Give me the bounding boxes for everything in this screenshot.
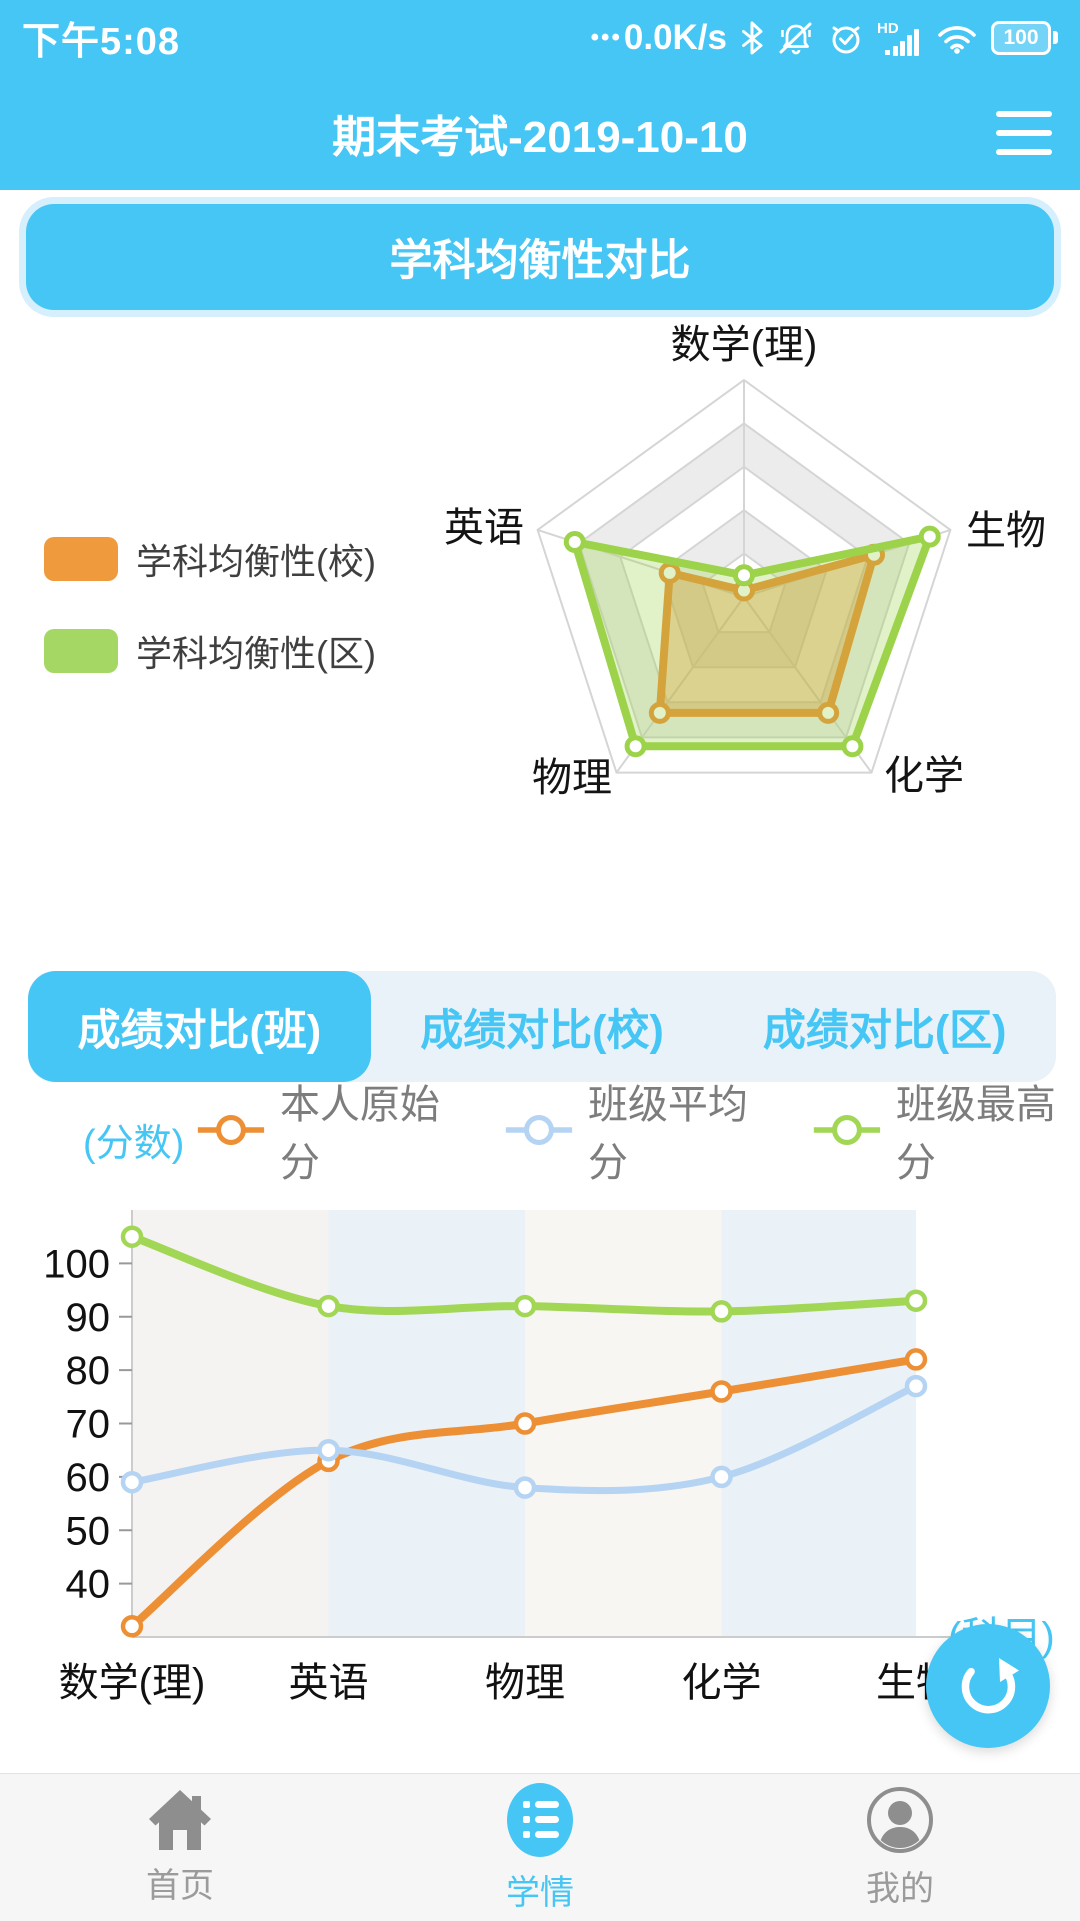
svg-text:90: 90 — [66, 1296, 111, 1340]
svg-text:化学: 化学 — [884, 754, 964, 798]
battery-level: 100 — [1003, 25, 1039, 49]
score-compare-tabs: 成绩对比(班) 成绩对比(校) 成绩对比(区) — [28, 971, 1056, 1082]
list-icon — [507, 1783, 573, 1857]
tab-class[interactable]: 成绩对比(班) — [28, 971, 371, 1082]
line-marker-icon — [505, 1115, 573, 1145]
svg-text:英语: 英语 — [289, 1661, 369, 1705]
hamburger-menu-icon[interactable] — [996, 111, 1052, 155]
legend-item-class-average[interactable]: 班级平均分 — [504, 1072, 772, 1188]
legend-item-class-highest[interactable]: 班级最高分 — [812, 1072, 1080, 1188]
radar-legend-label: 学科均衡性(区) — [136, 633, 376, 674]
svg-text:40: 40 — [66, 1563, 111, 1607]
bluetooth-icon — [740, 21, 764, 55]
svg-text:70: 70 — [66, 1403, 111, 1447]
battery-icon: 100 — [991, 20, 1058, 55]
bell-muted-icon — [777, 21, 815, 55]
svg-text:化学: 化学 — [682, 1661, 762, 1705]
svg-text:英语: 英语 — [444, 506, 524, 550]
status-bar: 下午5:08 ••• 0.0K/s — [0, 0, 1080, 75]
nav-item-profile[interactable]: 我的 — [720, 1774, 1080, 1921]
title-bar: 期末考试-2019-10-10 — [0, 75, 1080, 190]
svg-text:生物: 生物 — [966, 509, 1046, 553]
svg-text:物理: 物理 — [485, 1661, 565, 1705]
nav-item-study[interactable]: 学情 — [360, 1774, 720, 1921]
svg-text:60: 60 — [66, 1456, 111, 1500]
wifi-icon — [936, 22, 978, 54]
legend-item-my-score[interactable]: 本人原始分 — [196, 1072, 464, 1188]
tab-district[interactable]: 成绩对比(区) — [762, 1006, 1007, 1055]
alarm-icon — [828, 21, 864, 55]
svg-text:数学(理): 数学(理) — [59, 1661, 206, 1705]
app-header-bar: 下午5:08 ••• 0.0K/s — [0, 0, 1080, 190]
person-icon — [867, 1787, 933, 1853]
y-axis-unit-label: (分数) — [83, 1123, 185, 1165]
radar-legend-item-district[interactable]: 学科均衡性(区) — [44, 625, 376, 677]
line-marker-icon — [813, 1115, 881, 1145]
bottom-navigation: 首页 学情 我的 — [0, 1773, 1080, 1921]
radar-legend: 学科均衡性(校) 学科均衡性(区) — [44, 533, 376, 717]
hd-signal-icon: HD — [877, 20, 923, 56]
line-chart-legend: (分数) 本人原始分 班级平均分 班级最高分 — [0, 1083, 1080, 1185]
refresh-button[interactable] — [926, 1624, 1050, 1748]
svg-text:物理: 物理 — [532, 756, 612, 800]
status-icons: ••• 0.0K/s — [591, 18, 1058, 58]
home-icon — [149, 1790, 211, 1850]
svg-text:HD: HD — [877, 20, 899, 37]
status-time: 下午5:08 — [22, 21, 181, 63]
svg-text:数学(理): 数学(理) — [671, 323, 818, 367]
svg-text:80: 80 — [66, 1349, 111, 1393]
radar-legend-label: 学科均衡性(校) — [136, 541, 376, 582]
page-title: 期末考试-2019-10-10 — [332, 112, 748, 162]
tab-school[interactable]: 成绩对比(校) — [420, 1006, 664, 1055]
svg-text:100: 100 — [43, 1242, 110, 1286]
refresh-icon — [961, 1658, 1019, 1714]
radar-legend-item-school[interactable]: 学科均衡性(校) — [44, 533, 376, 585]
balance-section-button[interactable]: 学科均衡性对比 — [26, 204, 1054, 310]
network-speed: ••• 0.0K/s — [590, 17, 727, 57]
nav-item-home[interactable]: 首页 — [0, 1774, 360, 1921]
svg-text:50: 50 — [66, 1509, 111, 1553]
green-swatch — [44, 629, 118, 673]
line-marker-icon — [197, 1115, 265, 1145]
orange-swatch — [44, 537, 118, 581]
